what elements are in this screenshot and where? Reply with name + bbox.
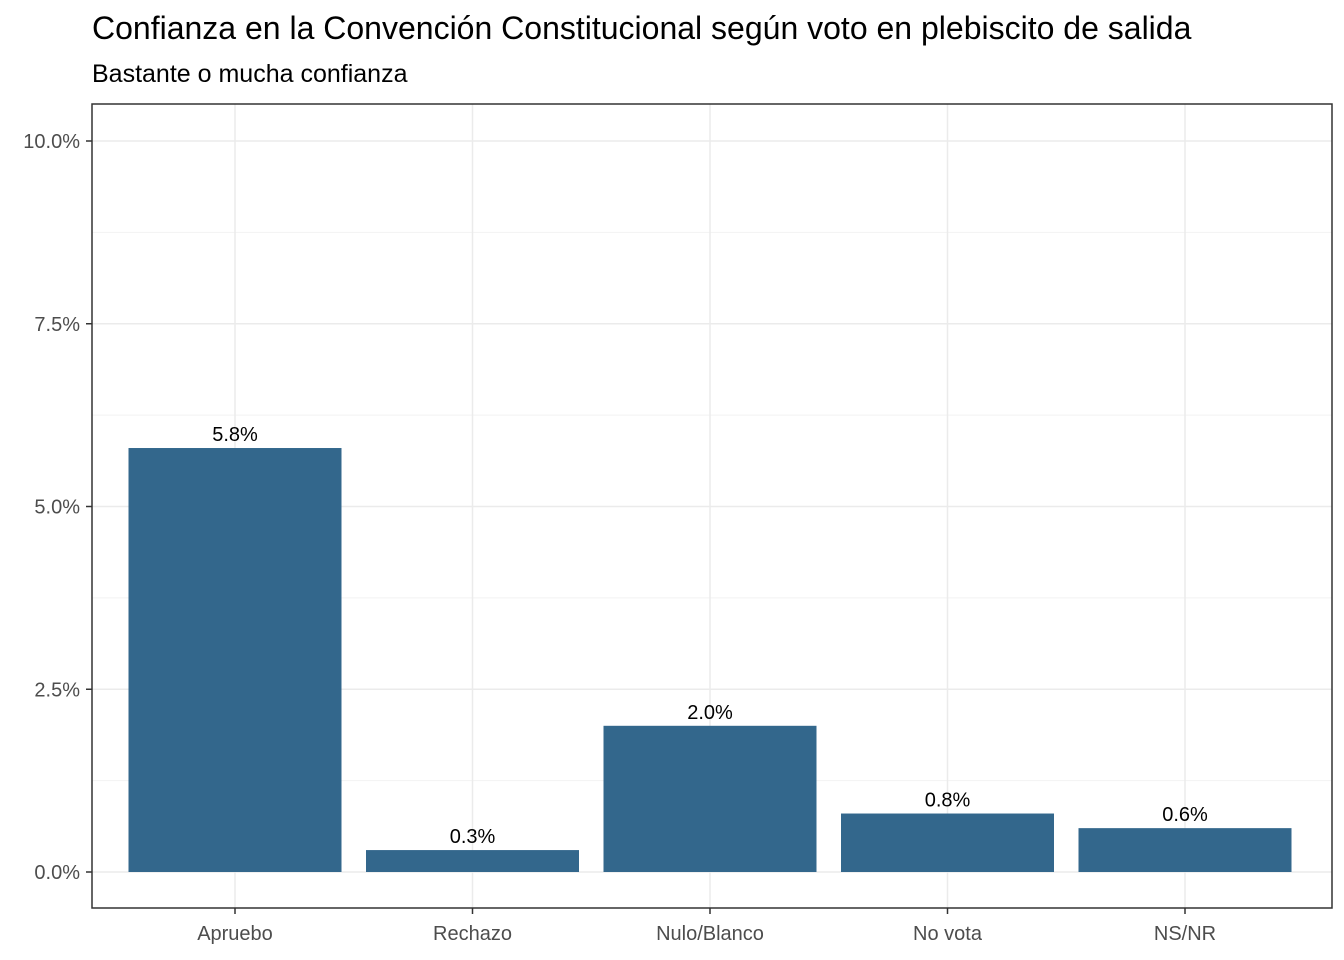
y-tick-label: 2.5% bbox=[34, 679, 80, 701]
y-tick-label: 10.0% bbox=[23, 131, 80, 153]
chart-title: Confianza en la Convención Constituciona… bbox=[92, 10, 1192, 46]
bar-ns-nr bbox=[1078, 828, 1292, 872]
x-tick-label: No vota bbox=[913, 923, 983, 945]
bar-nulo-blanco bbox=[603, 725, 817, 872]
data-label: 5.8% bbox=[212, 424, 258, 446]
data-label: 2.0% bbox=[687, 702, 733, 724]
y-tick-label: 7.5% bbox=[34, 314, 80, 336]
y-tick-label: 0.0% bbox=[34, 862, 80, 884]
data-label: 0.8% bbox=[925, 790, 971, 812]
bars: 5.8% 0.3% 2.0% 0.8% 0.6% bbox=[128, 424, 1292, 872]
axes: 0.0% 2.5% 5.0% 7.5% 10.0% Apruebo Rechazo Nulo/… bbox=[23, 131, 1216, 945]
y-tick-label: 5.0% bbox=[34, 497, 80, 519]
chart-subtitle: Bastante o mucha confianza bbox=[92, 60, 408, 88]
x-tick-label: Rechazo bbox=[433, 923, 512, 945]
bar-no-vota bbox=[841, 813, 1054, 872]
bar-rechazo bbox=[366, 850, 579, 872]
bar-apruebo bbox=[128, 448, 342, 872]
x-tick-label: Apruebo bbox=[197, 923, 273, 945]
data-label: 0.6% bbox=[1162, 804, 1208, 826]
data-label: 0.3% bbox=[450, 826, 496, 848]
x-tick-label: Nulo/Blanco bbox=[656, 923, 764, 945]
x-tick-label: NS/NR bbox=[1154, 923, 1216, 945]
